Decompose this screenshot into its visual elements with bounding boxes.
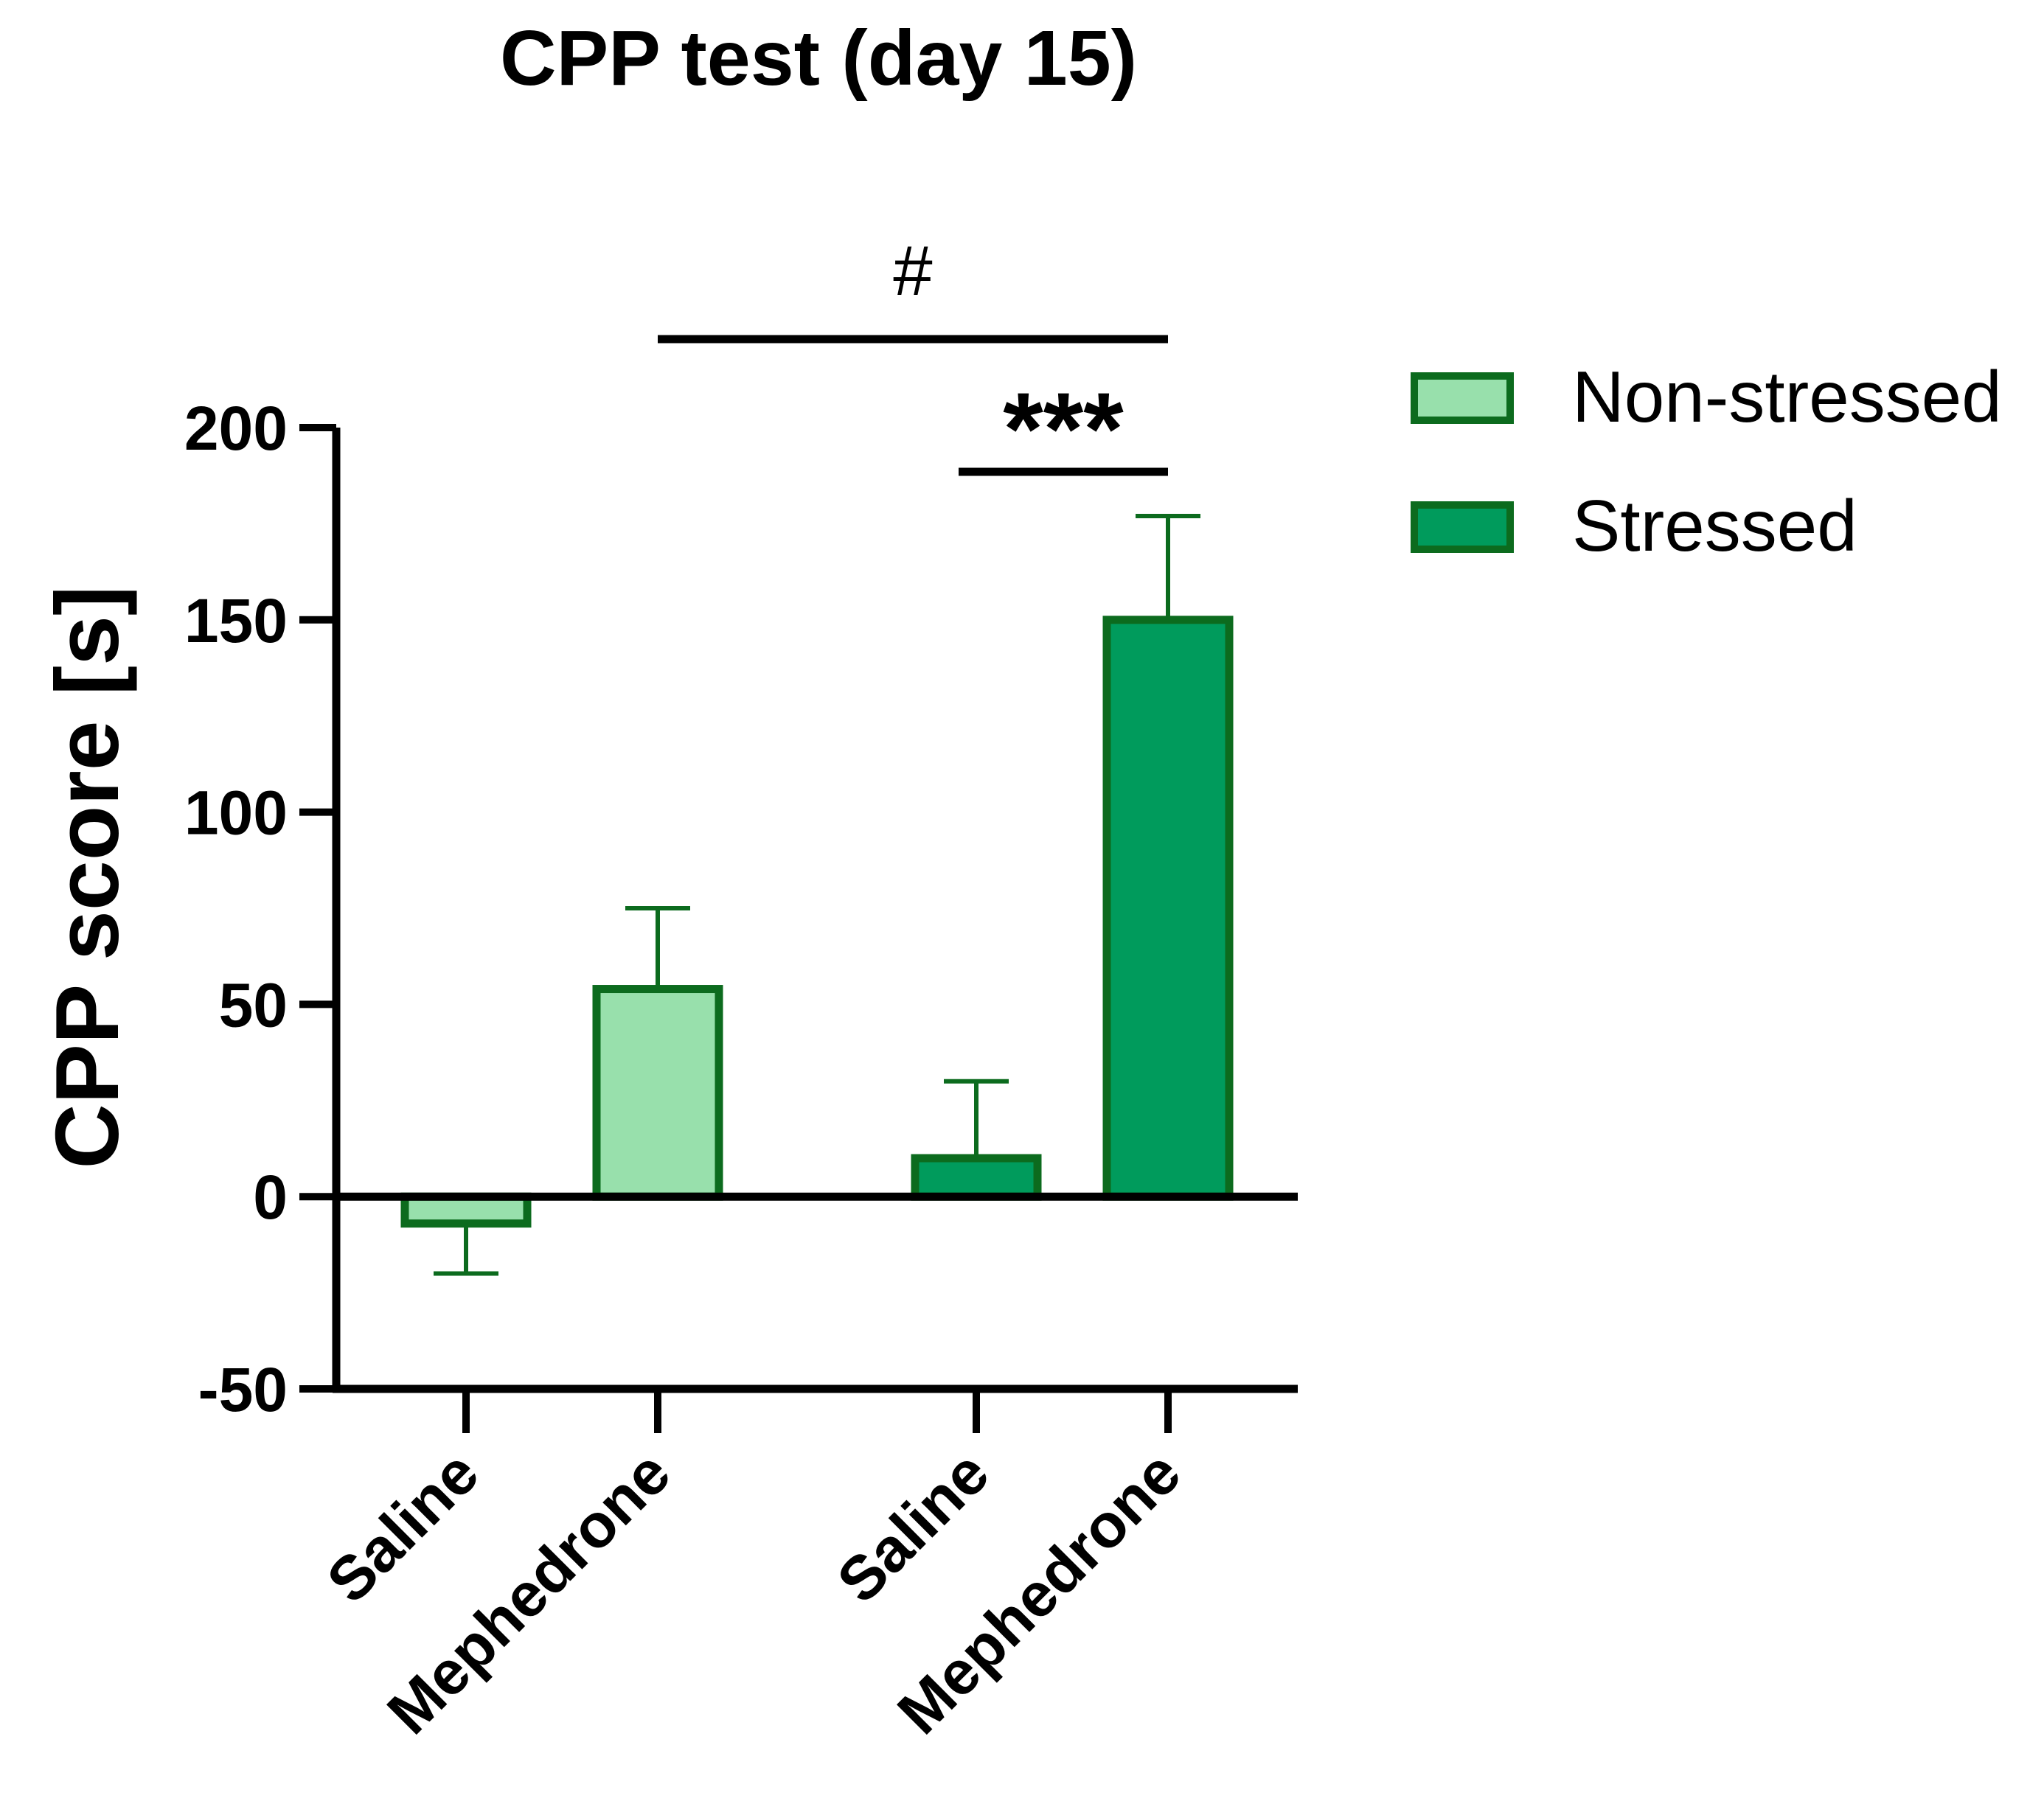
y-tick-label-0: 0 <box>253 1163 288 1232</box>
error-bars-group <box>434 513 1200 1276</box>
significance-annotations: # *** <box>658 231 1168 487</box>
legend-label-2: Stressed <box>1572 485 1857 566</box>
legend: Non-stressed Stressed <box>1411 356 2002 566</box>
legend-swatch-1 <box>1411 372 1514 424</box>
chart-title: CPP test (day 15) <box>500 15 1137 102</box>
y-tick-label--50: -50 <box>198 1355 288 1424</box>
bar-3 <box>911 1154 1042 1201</box>
x-tick-label-3: Saline <box>824 1438 1001 1615</box>
bar-2 <box>592 985 723 1201</box>
bars-group <box>400 616 1234 1228</box>
x-tick-label-1: Saline <box>313 1438 491 1615</box>
y-tick-label-50: 50 <box>219 970 288 1039</box>
significance-label-2: *** <box>1003 371 1124 487</box>
significance-label-1: # <box>893 231 932 310</box>
y-axis-label: CPP score [s] <box>37 585 137 1168</box>
bar-4 <box>1102 616 1234 1201</box>
y-tick-label-200: 200 <box>184 394 288 463</box>
y-tick-label-100: 100 <box>184 778 288 848</box>
legend-label-1: Non-stressed <box>1572 356 2002 437</box>
y-tick-label-150: 150 <box>184 586 288 655</box>
legend-swatch-2 <box>1411 501 1514 553</box>
